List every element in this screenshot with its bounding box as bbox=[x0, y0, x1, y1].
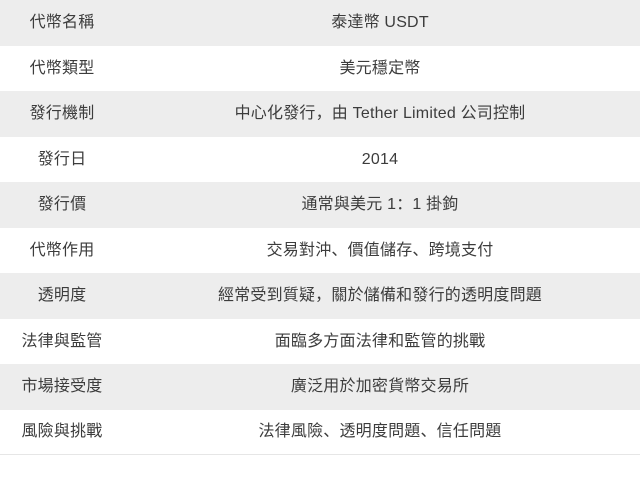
table-row: 代幣名稱 泰達幣 USDT bbox=[0, 0, 640, 46]
row-value: 通常與美元 1：1 掛鉤 bbox=[301, 196, 459, 214]
row-label: 發行日 bbox=[37, 150, 87, 168]
table-row: 透明度 經常受到質疑，關於儲備和發行的透明度問題 bbox=[0, 273, 640, 319]
row-label: 市場接受度 bbox=[21, 378, 103, 396]
table-row: 市場接受度 廣泛用於加密貨幣交易所 bbox=[0, 364, 640, 410]
row-label: 代幣類型 bbox=[29, 59, 95, 77]
table-row: 發行機制 中心化發行，由 Tether Limited 公司控制 bbox=[0, 91, 640, 137]
row-label: 代幣作用 bbox=[29, 241, 95, 259]
row-value: 經常受到質疑，關於儲備和發行的透明度問題 bbox=[217, 287, 542, 305]
row-value: 泰達幣 USDT bbox=[331, 14, 429, 32]
row-label: 透明度 bbox=[37, 287, 87, 305]
row-label: 代幣名稱 bbox=[29, 14, 95, 32]
table-row: 發行日 2014 bbox=[0, 136, 640, 182]
usdt-info-table: 代幣名稱 泰達幣 USDT 代幣類型 美元穩定幣 發行機制 中心化發行，由 Te… bbox=[0, 0, 640, 455]
row-value: 廣泛用於加密貨幣交易所 bbox=[290, 378, 470, 396]
table-row: 代幣類型 美元穩定幣 bbox=[0, 45, 640, 91]
table-row: 法律與監管 面臨多方面法律和監管的挑戰 bbox=[0, 318, 640, 364]
row-label: 發行機制 bbox=[29, 105, 95, 123]
row-value: 美元穩定幣 bbox=[339, 59, 421, 77]
row-label: 發行價 bbox=[37, 196, 87, 214]
row-value: 中心化發行，由 Tether Limited 公司控制 bbox=[234, 105, 526, 123]
table-row: 風險與挑戰 法律風險、透明度問題、信任問題 bbox=[0, 409, 640, 455]
row-value: 面臨多方面法律和監管的挑戰 bbox=[274, 332, 486, 350]
table-row: 代幣作用 交易對沖、價值儲存、跨境支付 bbox=[0, 227, 640, 273]
row-value: 交易對沖、價值儲存、跨境支付 bbox=[266, 241, 494, 259]
row-value: 法律風險、透明度問題、信任問題 bbox=[258, 423, 502, 441]
row-label: 法律與監管 bbox=[21, 332, 103, 350]
table-row: 發行價 通常與美元 1：1 掛鉤 bbox=[0, 182, 640, 228]
row-label: 風險與挑戰 bbox=[21, 423, 103, 441]
row-value: 2014 bbox=[361, 150, 399, 168]
